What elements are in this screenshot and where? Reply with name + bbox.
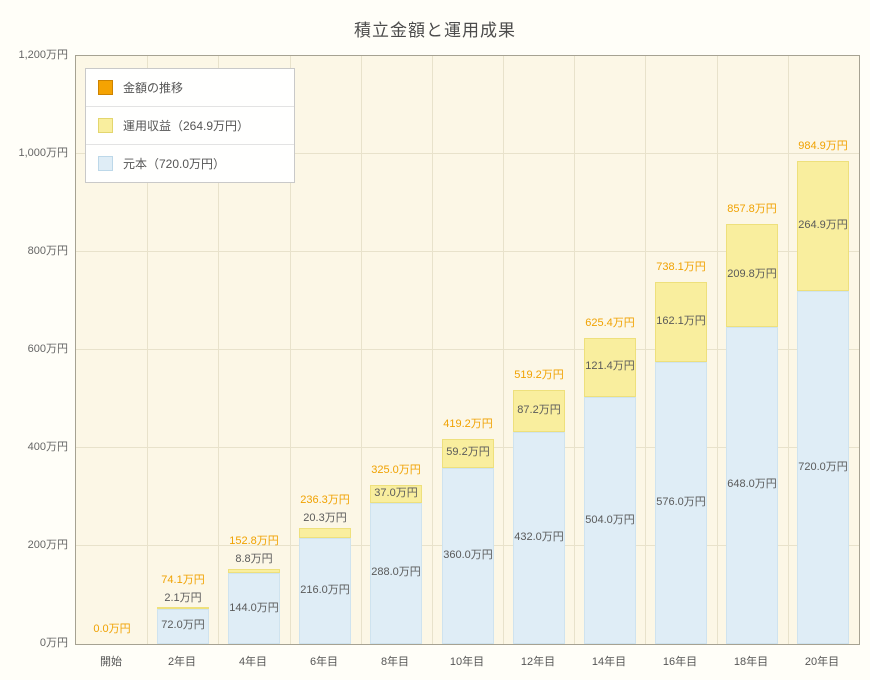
gridline-vertical: [432, 56, 433, 644]
legend-item-principal[interactable]: 元本（720.0万円）: [86, 144, 294, 182]
profit-value-label: 20.3万円: [303, 512, 347, 524]
bar-profit[interactable]: [299, 528, 351, 539]
bar-principal[interactable]: [513, 432, 565, 644]
bar-profit[interactable]: [228, 569, 280, 574]
gridline-horizontal: [76, 251, 859, 252]
bar-principal[interactable]: [655, 361, 707, 644]
gridline-vertical: [574, 56, 575, 644]
total-value-label: 236.3万円: [300, 494, 350, 506]
gridline-vertical: [717, 56, 718, 644]
gridline-vertical: [503, 56, 504, 644]
x-axis-tick-label: 4年目: [238, 656, 268, 668]
bar-principal[interactable]: [228, 573, 280, 644]
total-value-label: 419.2万円: [443, 418, 493, 430]
y-axis-tick-label: 200万円: [27, 539, 68, 551]
total-value-label: 857.8万円: [727, 203, 777, 215]
legend-label-profit: 運用収益（264.9万円）: [123, 119, 250, 133]
y-axis-tick-label: 1,200万円: [18, 49, 68, 61]
bar-profit[interactable]: [157, 606, 209, 609]
total-value-label: 738.1万円: [656, 261, 706, 273]
profit-value-label: 8.8万円: [235, 553, 273, 565]
x-axis-tick-label: 開始: [100, 656, 122, 668]
legend-swatch-total: [98, 80, 113, 95]
gridline-vertical: [788, 56, 789, 644]
x-axis-tick-label: 12年目: [520, 656, 556, 668]
total-value-label: 325.0万円: [371, 464, 421, 476]
x-axis-tick-label: 18年目: [733, 656, 769, 668]
profit-value-label: 2.1万円: [164, 592, 202, 604]
bar-principal[interactable]: [797, 291, 849, 644]
gridline-vertical: [645, 56, 646, 644]
y-axis-tick-label: 600万円: [27, 343, 68, 355]
gridline-vertical: [361, 56, 362, 644]
total-value-label: 625.4万円: [585, 317, 635, 329]
chart-title: 積立金額と運用成果: [354, 21, 516, 40]
gridline-horizontal: [76, 349, 859, 350]
legend: 金額の推移運用収益（264.9万円） 元本（720.0万円）: [85, 68, 295, 183]
bar-principal[interactable]: [299, 538, 351, 644]
total-value-label: 519.2万円: [514, 369, 564, 381]
gridline-vertical: [290, 56, 291, 644]
bar-principal[interactable]: [370, 502, 422, 644]
legend-item-profit[interactable]: 運用収益（264.9万円）: [86, 106, 294, 144]
x-axis-tick-label: 2年目: [167, 656, 197, 668]
gridline-horizontal: [76, 153, 859, 154]
x-axis-tick-label: 14年目: [591, 656, 627, 668]
x-axis-tick-label: 16年目: [662, 656, 698, 668]
bar-principal[interactable]: [584, 397, 636, 644]
bar-profit[interactable]: [797, 161, 849, 292]
total-value-label: 74.1万円: [161, 574, 205, 586]
legend-label-principal: 元本（720.0万円）: [123, 157, 226, 171]
bar-profit[interactable]: [726, 223, 778, 327]
y-axis-tick-label: 400万円: [27, 441, 68, 453]
total-value-label: 152.8万円: [229, 535, 279, 547]
legend-label-total: 金額の推移: [123, 81, 184, 95]
x-axis-tick-label: 8年目: [380, 656, 410, 668]
gridline-vertical: [218, 56, 219, 644]
x-axis-tick-label: 20年目: [804, 656, 840, 668]
bar-profit[interactable]: [442, 438, 494, 468]
legend-swatch-principal: [98, 156, 113, 171]
y-axis-tick-label: 800万円: [27, 245, 68, 257]
bar-principal[interactable]: [726, 326, 778, 644]
bar-principal[interactable]: [157, 608, 209, 644]
legend-swatch-profit: [98, 118, 113, 133]
total-value-label: 0.0万円: [93, 623, 131, 635]
x-axis-tick-label: 10年目: [449, 656, 485, 668]
bar-principal[interactable]: [442, 467, 494, 644]
gridline-vertical: [147, 56, 148, 644]
legend-item-total[interactable]: 金額の推移: [86, 69, 294, 106]
bar-profit[interactable]: [584, 337, 636, 397]
bar-profit[interactable]: [370, 484, 422, 503]
bar-profit[interactable]: [513, 389, 565, 433]
y-axis-tick-label: 1,000万円: [18, 147, 68, 159]
x-axis-tick-label: 6年目: [309, 656, 339, 668]
y-axis-tick-label: 0万円: [39, 637, 68, 649]
total-value-label: 984.9万円: [798, 140, 848, 152]
bar-profit[interactable]: [655, 282, 707, 362]
